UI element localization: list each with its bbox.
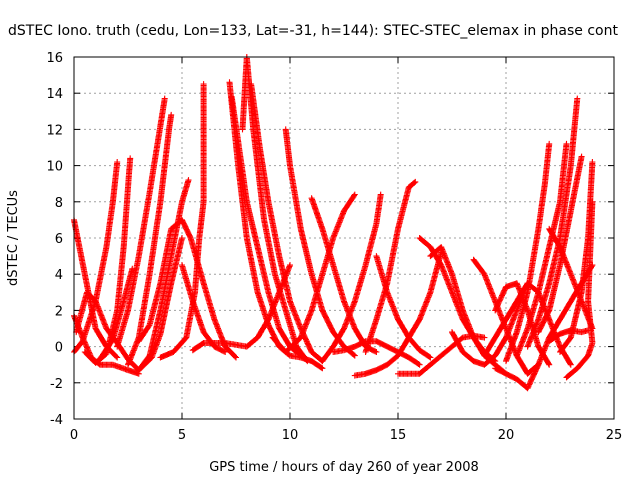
y-tick-labels: -4 -2 0 2 4 6 8 10 12 14 16: [46, 51, 63, 428]
data-point-markers: [157, 81, 207, 361]
data-point-markers: [503, 140, 553, 365]
data-series-arc: [319, 191, 384, 365]
data-series-arc: [546, 327, 592, 345]
y-tick-label: 12: [46, 123, 63, 138]
data-series-arc: [81, 155, 134, 366]
x-tick-label: 0: [70, 428, 78, 443]
y-tick-label: 10: [46, 160, 63, 175]
data-series-arc: [373, 253, 434, 361]
data-series-arc: [114, 95, 168, 350]
data-point-markers: [546, 327, 592, 345]
y-tick-label: 0: [55, 341, 63, 356]
data-point-markers: [228, 93, 304, 359]
data-series-arc: [524, 95, 581, 350]
data-series-arc: [503, 140, 553, 365]
data-point-markers: [96, 265, 136, 363]
chart-title: dSTEC Iono. truth (cedu, Lon=133, Lat=-3…: [8, 23, 618, 39]
data-point-markers: [373, 253, 434, 361]
data-series-arc: [248, 81, 326, 365]
y-tick-label: 4: [55, 268, 63, 283]
data-point-markers: [470, 256, 542, 377]
data-point-markers: [513, 140, 570, 359]
data-point-markers: [362, 178, 419, 355]
data-point-markers: [524, 95, 581, 350]
y-tick-label: 6: [55, 232, 63, 247]
y-tick-label: 2: [55, 304, 63, 319]
y-tick-label: 8: [55, 196, 63, 211]
data-series-arc: [513, 140, 570, 359]
x-tick-label: 10: [282, 428, 299, 443]
data-point-markers: [427, 244, 509, 377]
data-series-arc: [239, 54, 311, 365]
data-series-arc: [362, 178, 419, 355]
data-point-markers: [179, 262, 229, 355]
data-points: [71, 54, 596, 392]
x-axis-label: GPS time / hours of day 260 of year 2008: [209, 460, 479, 475]
data-series-arc: [470, 256, 542, 377]
y-tick-label: 14: [46, 87, 63, 102]
y-axis-label: dSTEC / TECUs: [6, 190, 21, 286]
data-point-markers: [319, 191, 384, 365]
y-tick-label: -2: [50, 377, 63, 392]
data-point-markers: [248, 81, 326, 365]
y-tick-label: 16: [46, 51, 63, 66]
data-point-markers: [81, 155, 134, 366]
x-tick-label: 20: [498, 428, 515, 443]
data-series-arc: [563, 198, 596, 381]
plot-frame: [73, 56, 615, 420]
data-series-arc: [135, 216, 239, 361]
x-tick-labels: 0 5 10 15 20 25: [70, 428, 622, 443]
data-point-markers: [189, 262, 293, 354]
data-series-arc: [427, 244, 509, 377]
data-series-arc: [179, 262, 229, 355]
data-series-arc: [189, 262, 293, 354]
x-tick-label: 15: [390, 428, 407, 443]
x-tick-label: 5: [178, 428, 186, 443]
data-series-arc: [228, 93, 304, 359]
data-point-markers: [114, 95, 168, 350]
data-series-arc: [157, 81, 207, 361]
y-tick-label: -4: [50, 413, 63, 428]
x-tick-label: 25: [606, 428, 623, 443]
data-point-markers: [135, 216, 239, 361]
data-series-arc: [96, 265, 136, 363]
data-point-markers: [563, 198, 596, 381]
data-point-markers: [239, 54, 311, 365]
